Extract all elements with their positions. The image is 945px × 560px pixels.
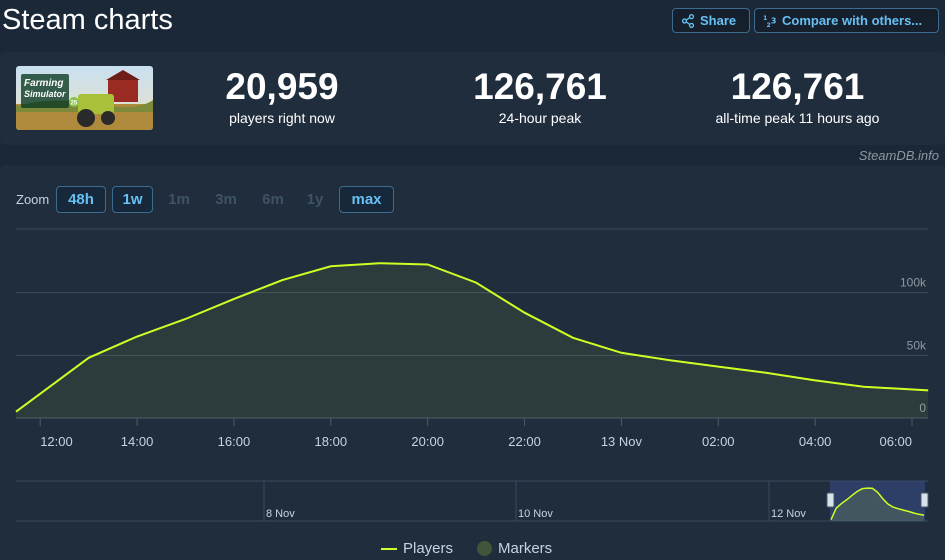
- zoom-6m-button[interactable]: 6m: [262, 191, 284, 208]
- all-time-peak-stat: 126,761 all-time peak 11 hours ago: [690, 66, 905, 126]
- zoom-1m-button[interactable]: 1m: [168, 191, 190, 208]
- x-tick-label: 16:00: [218, 434, 251, 449]
- navigator-left-handle[interactable]: [826, 492, 835, 508]
- zoom-3m-button[interactable]: 3m: [215, 191, 237, 208]
- share-button[interactable]: Share: [672, 8, 750, 33]
- compare-label: Compare with others...: [782, 13, 923, 28]
- y-tick-label: 0: [919, 401, 926, 415]
- players-now-label: players right now: [229, 110, 335, 126]
- chart-panel: [0, 165, 945, 560]
- peak-24h-label: 24-hour peak: [498, 110, 582, 126]
- game-logo-text-3: 25: [71, 101, 78, 107]
- x-tick-label: 06:00: [879, 434, 912, 449]
- players-line[interactable]: [15, 262, 929, 413]
- navigator-date-label: 10 Nov: [518, 508, 553, 520]
- peak-24h-value: 126,761: [473, 66, 607, 107]
- x-tick-label: 22:00: [508, 434, 541, 449]
- all-time-peak-value: 126,761: [730, 66, 865, 107]
- legend-item-players[interactable]: Players: [381, 540, 453, 557]
- zoom-1w-button[interactable]: 1w: [112, 186, 153, 213]
- legend-markers-label: Markers: [498, 540, 553, 557]
- game-image[interactable]: Farming Simulator 25: [16, 66, 153, 130]
- x-tick-label: 18:00: [315, 434, 348, 449]
- zoom-1y-button[interactable]: 1y: [306, 191, 324, 208]
- legend-players-label: Players: [403, 540, 454, 557]
- game-logo-text-2: Simulator: [24, 89, 66, 99]
- navigator-date-label: 12 Nov: [771, 508, 806, 520]
- players-line-swatch: [381, 547, 397, 550]
- players-now-stat: 20,959 players right now: [192, 66, 372, 126]
- x-tick-label: 02:00: [702, 434, 735, 449]
- y-tick-label: 50k: [907, 338, 927, 352]
- x-tick-label: 12:00: [40, 434, 73, 449]
- zoom-label: Zoom: [16, 192, 50, 207]
- markers-dot-swatch: [477, 541, 492, 556]
- peak-24h-stat: 126,761 24-hour peak: [450, 66, 630, 126]
- x-tick-label: 04:00: [799, 434, 832, 449]
- navigator-right-handle[interactable]: [920, 492, 929, 508]
- compare-icon: 1 2 3: [763, 15, 776, 28]
- navigator-line: [830, 487, 925, 521]
- svg-text:1: 1: [763, 15, 767, 22]
- x-tick-label: 14:00: [121, 434, 154, 449]
- players-area: [16, 263, 929, 418]
- compare-button[interactable]: 1 2 3 Compare with others...: [754, 8, 939, 33]
- navigator-date-label: 8 Nov: [266, 508, 295, 520]
- zoom-max-button[interactable]: max: [339, 186, 394, 213]
- legend-item-markers[interactable]: Markers: [477, 540, 552, 557]
- game-logo-text-1: Farming: [24, 78, 63, 89]
- navigator-chart[interactable]: 8 Nov 10 Nov 12 Nov: [0, 478, 945, 524]
- share-icon: [681, 13, 695, 28]
- share-label: Share: [700, 13, 737, 28]
- navigator-area: [831, 488, 924, 521]
- x-tick-label: 20:00: [411, 434, 444, 449]
- steamdb-credit[interactable]: SteamDB.info: [858, 148, 939, 163]
- y-tick-label: 100k: [900, 276, 927, 290]
- players-now-value: 20,959: [225, 66, 339, 107]
- chart-legend: Players Markers: [0, 540, 945, 560]
- svg-text:2: 2: [767, 22, 771, 28]
- player-count-chart[interactable]: 0 50k 100k 12:00 14:00 16:00 18:00 20:00 22:00 13…: [0, 222, 945, 462]
- x-tick-label: 13 Nov: [601, 434, 643, 449]
- svg-text:3: 3: [771, 16, 776, 25]
- all-time-peak-label: all-time peak 11 hours ago: [715, 110, 880, 126]
- page-title: Steam charts: [2, 4, 173, 36]
- zoom-48h-button[interactable]: 48h: [56, 186, 106, 213]
- stats-panel: Farming Simulator 25 20,959 players righ…: [0, 52, 945, 145]
